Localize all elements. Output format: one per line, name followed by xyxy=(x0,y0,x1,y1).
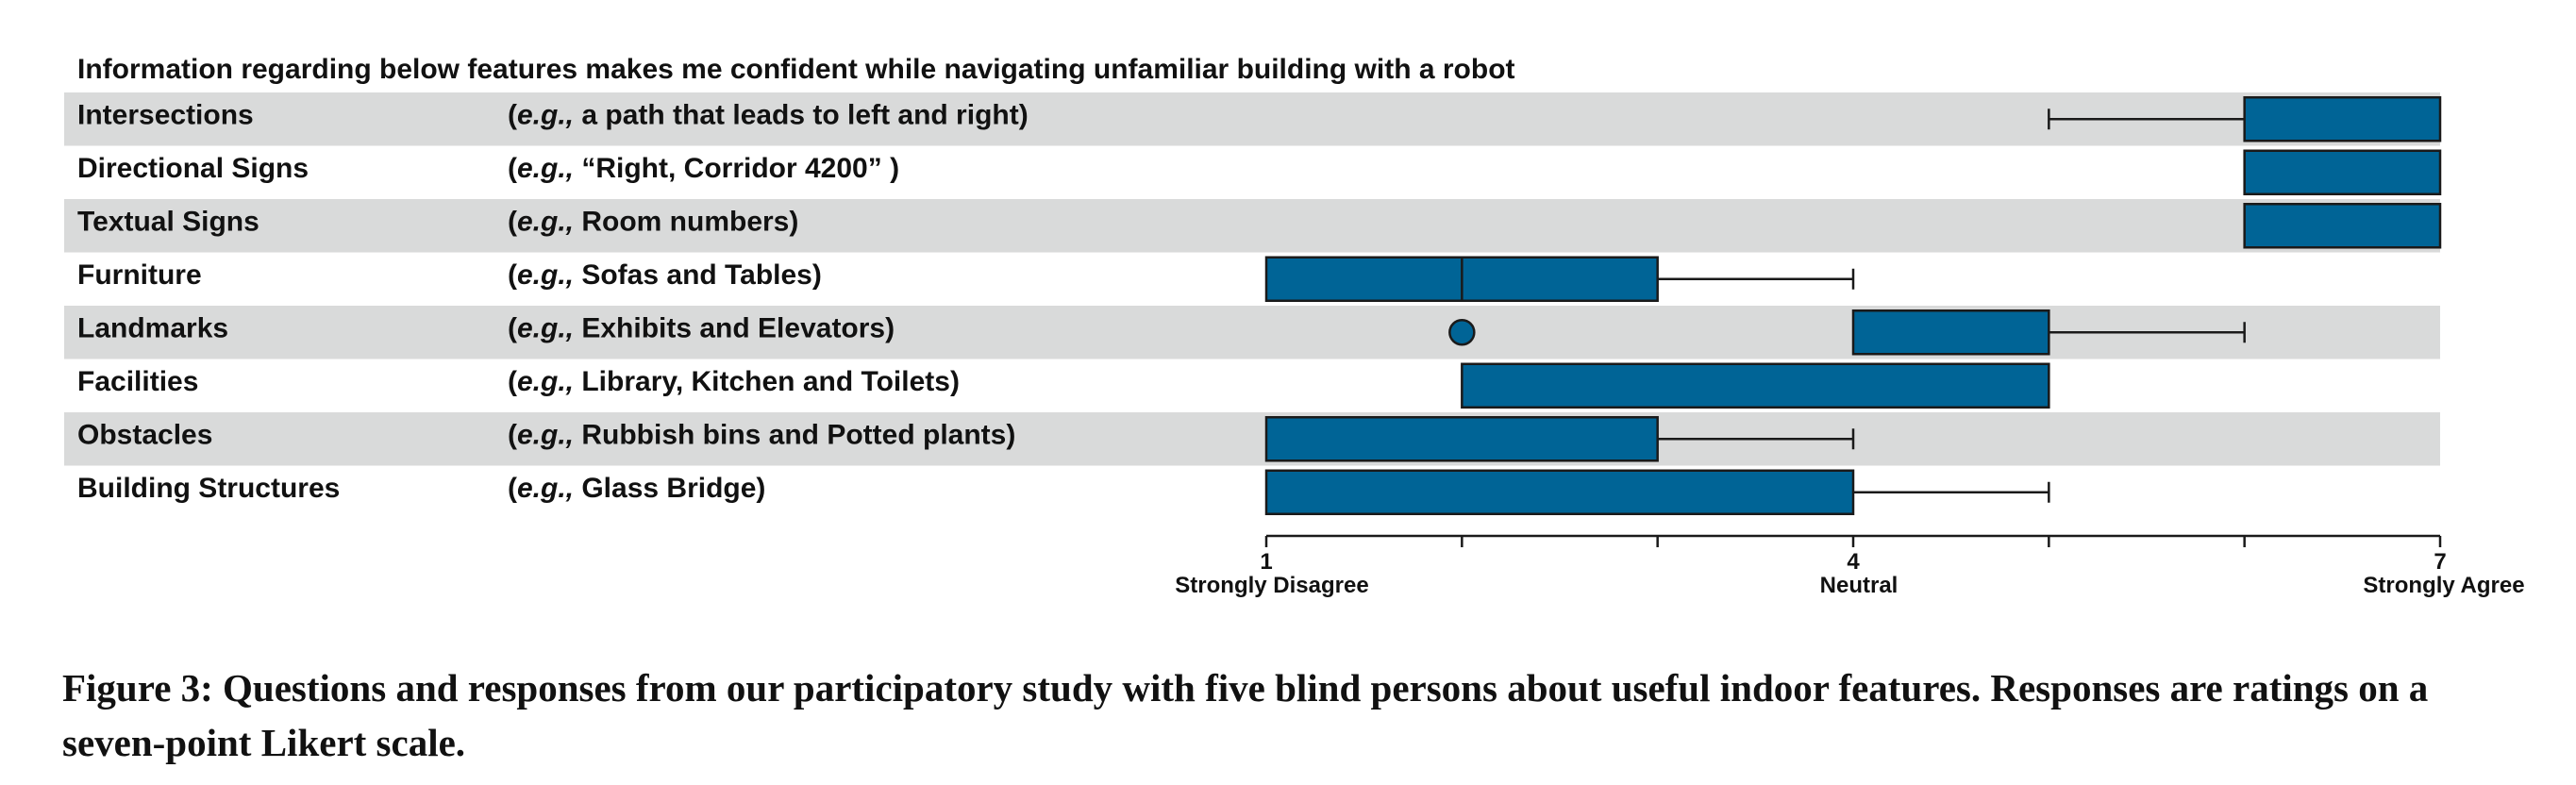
tick-label: 7 xyxy=(2434,549,2446,575)
eg-label: e.g., xyxy=(517,206,574,237)
likert-box-chart: Information regarding below features mak… xyxy=(64,54,2525,598)
row-labels: Intersections (e.g., a path that leads to… xyxy=(77,99,1029,504)
row-band xyxy=(64,412,2440,466)
row-label: Directional Signs xyxy=(77,153,309,184)
row-label: Facilities xyxy=(77,366,198,397)
row-label: Building Structures xyxy=(77,473,340,504)
tick-word-label: Strongly Disagree xyxy=(1175,573,1368,598)
row-label: Landmarks xyxy=(77,312,228,343)
tick-word-label: Neutral xyxy=(1820,573,1899,598)
row-example: (e.g., “Right, Corridor 4200” ) xyxy=(508,153,899,184)
example-text: Glass Bridge) xyxy=(574,473,765,504)
row-example: (e.g., a path that leads to left and rig… xyxy=(508,99,1029,130)
eg-label: e.g., xyxy=(517,366,574,397)
box xyxy=(2243,149,2442,195)
figure-caption: Figure 3: Questions and responses from o… xyxy=(62,666,2429,764)
tick-label: 4 xyxy=(1847,549,1860,575)
box xyxy=(2243,96,2442,142)
example-text: “Right, Corridor 4200” ) xyxy=(574,153,899,184)
example-text: Rubbish bins and Potted plants) xyxy=(574,419,1015,450)
tick-word-label: Strongly Agree xyxy=(2363,573,2524,598)
box xyxy=(1851,309,2050,356)
row-example: (e.g., Exhibits and Elevators) xyxy=(508,312,895,343)
row-label: Intersections xyxy=(77,99,254,130)
example-text: Sofas and Tables) xyxy=(574,259,822,291)
row-label: Furniture xyxy=(77,259,202,291)
eg-label: e.g., xyxy=(517,419,574,450)
box xyxy=(1264,416,1659,462)
chart-title: Information regarding below features mak… xyxy=(77,54,1515,85)
eg-label: e.g., xyxy=(517,473,574,504)
box xyxy=(2243,203,2442,249)
example-text: a path that leads to left and right) xyxy=(574,99,1029,130)
row-example: (e.g., Library, Kitchen and Toilets) xyxy=(508,366,960,397)
eg-label: e.g., xyxy=(517,99,574,130)
row-band xyxy=(64,92,2440,146)
row-example: (e.g., Sofas and Tables) xyxy=(508,259,822,291)
outlier-point xyxy=(1448,319,1476,346)
tick-label: 1 xyxy=(1260,549,1272,575)
example-text: Exhibits and Elevators) xyxy=(574,312,895,343)
box xyxy=(1461,362,2050,409)
box xyxy=(1264,469,1855,515)
row-bands xyxy=(64,92,2440,466)
eg-label: e.g., xyxy=(517,153,574,184)
row-label: Textual Signs xyxy=(77,206,259,237)
row-band xyxy=(64,199,2440,253)
example-text: Room numbers) xyxy=(574,206,798,237)
row-example: (e.g., Rubbish bins and Potted plants) xyxy=(508,419,1015,450)
row-example: (e.g., Room numbers) xyxy=(508,206,798,237)
eg-label: e.g., xyxy=(517,312,574,343)
row-label: Obstacles xyxy=(77,419,212,450)
row-example: (e.g., Glass Bridge) xyxy=(508,473,765,504)
eg-label: e.g., xyxy=(517,259,574,291)
box-marks xyxy=(1264,96,2442,515)
example-text: Library, Kitchen and Toilets) xyxy=(574,366,960,397)
